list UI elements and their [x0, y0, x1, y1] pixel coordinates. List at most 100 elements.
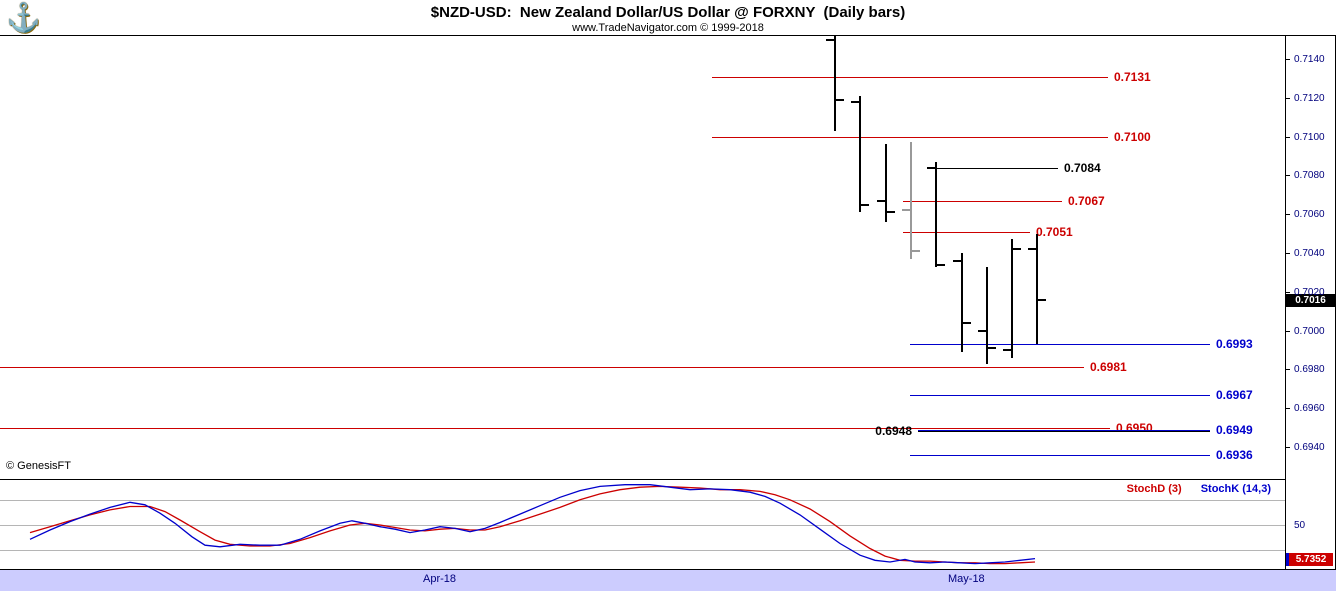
price-tick-label: 0.7060	[1294, 209, 1325, 221]
price-tick-mark	[1286, 175, 1290, 177]
bar-open-tick	[977, 329, 986, 332]
bar-close-tick	[836, 98, 844, 101]
bar-open-tick	[1028, 248, 1037, 251]
price-chart-panel[interactable]: © GenesisFT 0.7131 0.7100 0.7084 0.7067 0.70…	[0, 36, 1285, 479]
level-line-0.6981[interactable]	[0, 367, 1084, 369]
price-tick-mark	[1286, 291, 1290, 293]
frame-line-top	[0, 35, 1336, 36]
bar-range	[985, 266, 988, 364]
level-line-0.6993[interactable]	[910, 344, 1210, 346]
chart-header: ⚓ $NZD-USD: New Zealand Dollar/US Dollar…	[0, 0, 1336, 35]
bar-range	[834, 36, 836, 131]
level-label-0.7067: 0.7067	[1068, 193, 1105, 208]
price-scale-axis[interactable]: 0.7016 50 5.7352 0.7140 0.7120 0.7100 0.708…	[1286, 36, 1336, 569]
level-line-0.7084[interactable]	[936, 167, 1058, 169]
level-label-0.7051: 0.7051	[1036, 224, 1073, 239]
bar-open-tick	[927, 166, 936, 169]
price-tick-label: 0.7080	[1294, 170, 1325, 182]
price-tick-mark	[1286, 136, 1290, 138]
bar-open-tick	[901, 209, 910, 212]
bar-close-tick	[911, 250, 920, 253]
stoch-value-badge: 5.7352	[1289, 553, 1333, 566]
stoch-gridline-50	[0, 525, 1285, 526]
bar-close-tick	[987, 347, 996, 350]
bar-range	[884, 144, 887, 222]
level-label-0.7084: 0.7084	[1064, 160, 1101, 175]
stochd-line	[29, 485, 1036, 565]
date-label-may18: May-18	[948, 573, 985, 585]
price-tick-mark	[1286, 214, 1290, 216]
price-tick-mark	[1286, 446, 1290, 448]
level-label-0.6993: 0.6993	[1216, 337, 1253, 352]
level-label-0.7131: 0.7131	[1114, 69, 1151, 84]
price-tick-mark	[1286, 253, 1290, 255]
level-line-0.6949[interactable]	[918, 429, 1210, 431]
bar-range	[960, 253, 963, 352]
price-tick-label: 0.7040	[1294, 248, 1325, 260]
price-tick-mark	[1286, 59, 1290, 61]
bar-range	[1036, 233, 1039, 345]
level-label-0.6981: 0.6981	[1090, 360, 1127, 375]
stochastic-legend: StochD (3) StochK (14,3)	[1111, 483, 1271, 495]
price-tick-mark	[1286, 330, 1290, 332]
bar-range	[859, 95, 862, 213]
level-line-0.7067[interactable]	[903, 200, 1062, 202]
legend-stochk-label: StochK (14,3)	[1200, 483, 1271, 495]
price-tick-label: 0.6980	[1294, 364, 1325, 376]
level-label-0.7100: 0.7100	[1114, 129, 1151, 144]
last-price-badge: 0.7016	[1286, 293, 1335, 307]
bar-close-tick	[861, 203, 870, 206]
price-tick-label: 0.7020	[1294, 286, 1325, 298]
bar-close-tick	[962, 321, 971, 324]
level-line-0.6967[interactable]	[910, 394, 1210, 396]
level-label-0.6948: 0.6948	[875, 424, 912, 439]
chart-title: $NZD-USD: New Zealand Dollar/US Dollar @…	[430, 4, 906, 21]
bar-close-tick	[1038, 298, 1047, 301]
bar-close-tick	[937, 263, 946, 266]
level-line-0.6950[interactable]	[0, 427, 1110, 429]
legend-stochd-label: StochD (3)	[1126, 483, 1182, 495]
bar-open-tick	[876, 199, 885, 202]
level-label-0.6950: 0.6950	[1116, 420, 1153, 435]
bar-range	[935, 161, 938, 267]
price-tick-mark	[1286, 97, 1290, 99]
bar-close-tick	[1013, 248, 1022, 251]
frame-line-panel-divider	[0, 479, 1285, 480]
price-tick-label: 0.6960	[1294, 403, 1325, 415]
bar-open-tick	[952, 259, 961, 262]
stochastic-plot	[29, 484, 1036, 565]
date-axis[interactable]: Apr-18 May-18	[0, 570, 1336, 591]
bar-open-tick	[826, 38, 834, 41]
stoch-gridline-20	[0, 550, 1285, 552]
chart-subtitle: www.TradeNavigator.com © 1999-2018	[572, 22, 764, 34]
price-tick-mark	[1286, 369, 1290, 371]
price-tick-label: 0.6940	[1294, 441, 1325, 453]
level-label-0.6949: 0.6949	[1216, 422, 1253, 437]
stochastic-panel[interactable]: StochD (3) StochK (14,3)	[0, 480, 1285, 569]
trade-navigator-anchor-logo: ⚓	[6, 2, 41, 33]
level-label-0.6936: 0.6936	[1216, 447, 1253, 462]
level-line-0.7051[interactable]	[903, 231, 1030, 233]
level-line-0.7100[interactable]	[712, 136, 1108, 138]
level-line-0.7131[interactable]	[712, 76, 1108, 78]
stoch-gridline-80	[0, 499, 1285, 501]
stochk-line	[29, 484, 1036, 565]
bar-open-tick	[1003, 349, 1012, 352]
level-line-0.6948[interactable]	[918, 431, 1210, 433]
bar-range	[909, 142, 912, 259]
level-label-0.6967: 0.6967	[1216, 387, 1253, 402]
stoch-scale-label: 50	[1294, 520, 1306, 531]
genesisft-watermark: © GenesisFT	[6, 460, 71, 472]
bar-open-tick	[851, 100, 860, 103]
price-tick-label: 0.7120	[1294, 92, 1325, 104]
frame-line-axis	[1285, 35, 1286, 569]
price-tick-label: 0.7140	[1294, 54, 1325, 66]
level-line-0.6936[interactable]	[910, 454, 1210, 456]
price-tick-mark	[1286, 408, 1290, 410]
date-label-apr18: Apr-18	[423, 573, 457, 585]
frame-line-bottom	[0, 569, 1336, 570]
price-tick-label: 0.7000	[1294, 325, 1325, 337]
price-tick-label: 0.7100	[1294, 131, 1325, 143]
bar-close-tick	[886, 211, 895, 214]
